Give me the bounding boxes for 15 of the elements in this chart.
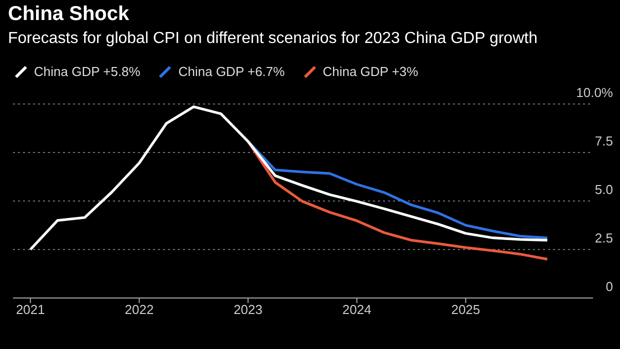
x-tick-label: 2022	[124, 302, 154, 318]
x-tick-label: 2025	[451, 302, 480, 318]
x-tick-label: 2021	[16, 302, 45, 318]
legend-label: China GDP +5.8%	[34, 64, 140, 79]
x-tick-label: 2023	[234, 302, 263, 318]
chart-title: China Shock	[8, 3, 130, 26]
y-tick-label: 0	[606, 279, 613, 294]
chart-subtitle: Forecasts for global CPI on different scenarios for 2023 China GDP growth	[8, 30, 538, 48]
y-tick-label: 5.0	[594, 182, 613, 197]
legend-label: China GDP +6.7%	[178, 64, 285, 79]
y-tick-label: 2.5	[594, 230, 613, 246]
x-tick-label: 2024	[342, 302, 372, 318]
y-tick-label: 10.0%	[576, 85, 614, 100]
legend-label: China GDP +3%	[322, 64, 418, 79]
y-tick-label: 7.5	[594, 134, 613, 148]
